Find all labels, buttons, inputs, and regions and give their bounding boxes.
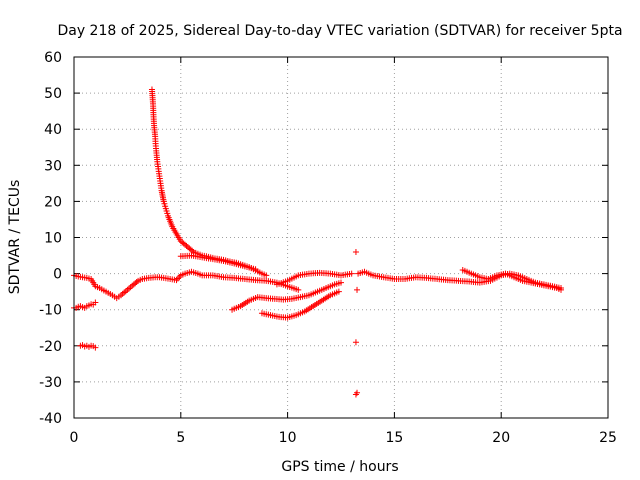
y-tick-label: -30 — [39, 375, 62, 391]
data-point — [354, 286, 361, 293]
y-tick-label: 30 — [44, 158, 62, 174]
series-start-segment — [71, 299, 99, 311]
plot-frame — [73, 56, 609, 419]
data-point — [92, 344, 99, 351]
x-tick-label: 20 — [492, 430, 510, 446]
y-tick-label: 0 — [53, 267, 62, 283]
series-recovery — [273, 269, 355, 288]
series-late-band — [459, 266, 565, 293]
data-point — [92, 299, 99, 306]
y-tick-label: 10 — [44, 231, 62, 247]
series-middle-arc — [229, 279, 344, 313]
data-point — [263, 272, 270, 279]
data-point — [352, 391, 359, 398]
x-tick-label: 25 — [599, 430, 617, 446]
series-decay-arc — [148, 86, 270, 279]
series-late-trace — [355, 268, 565, 292]
axes: 0 5 10 15 20 25 -40 -30 -20 -10 0 10 20 30 40 50 60 — [39, 50, 617, 446]
data-point — [295, 286, 302, 293]
data-point — [352, 339, 359, 346]
series-early-cluster — [77, 342, 99, 351]
data-point — [252, 266, 259, 273]
data-point — [133, 279, 140, 286]
x-tick-label: 10 — [279, 430, 297, 446]
data-point — [338, 279, 344, 286]
data-point — [335, 288, 342, 295]
x-axis-title: GPS time / hours — [281, 459, 398, 475]
y-tick-label: -40 — [39, 411, 62, 427]
grid-lines — [74, 57, 608, 418]
y-tick-label: -20 — [39, 339, 62, 355]
x-tick-label: 0 — [70, 430, 79, 446]
series-flat-band — [177, 252, 259, 273]
data-point — [558, 286, 565, 293]
y-axis-title: SDTVAR / TECUs — [7, 180, 23, 295]
chart-title: Day 218 of 2025, Sidereal Day-to-day VTE… — [57, 23, 622, 39]
data-point — [352, 248, 359, 255]
series-outliers — [352, 248, 361, 398]
y-tick-label: -10 — [39, 303, 62, 319]
y-tick-label: 20 — [44, 194, 62, 210]
x-tick-label: 15 — [385, 430, 403, 446]
data-point — [189, 247, 196, 254]
y-tick-label: 40 — [44, 122, 62, 138]
x-tick-label: 5 — [176, 430, 185, 446]
y-tick-label: 50 — [44, 86, 62, 102]
y-tick-label: 60 — [44, 50, 62, 66]
data-point — [174, 275, 181, 282]
data-point — [348, 270, 355, 277]
series-lower-arc — [258, 288, 342, 321]
data-points — [71, 86, 565, 398]
